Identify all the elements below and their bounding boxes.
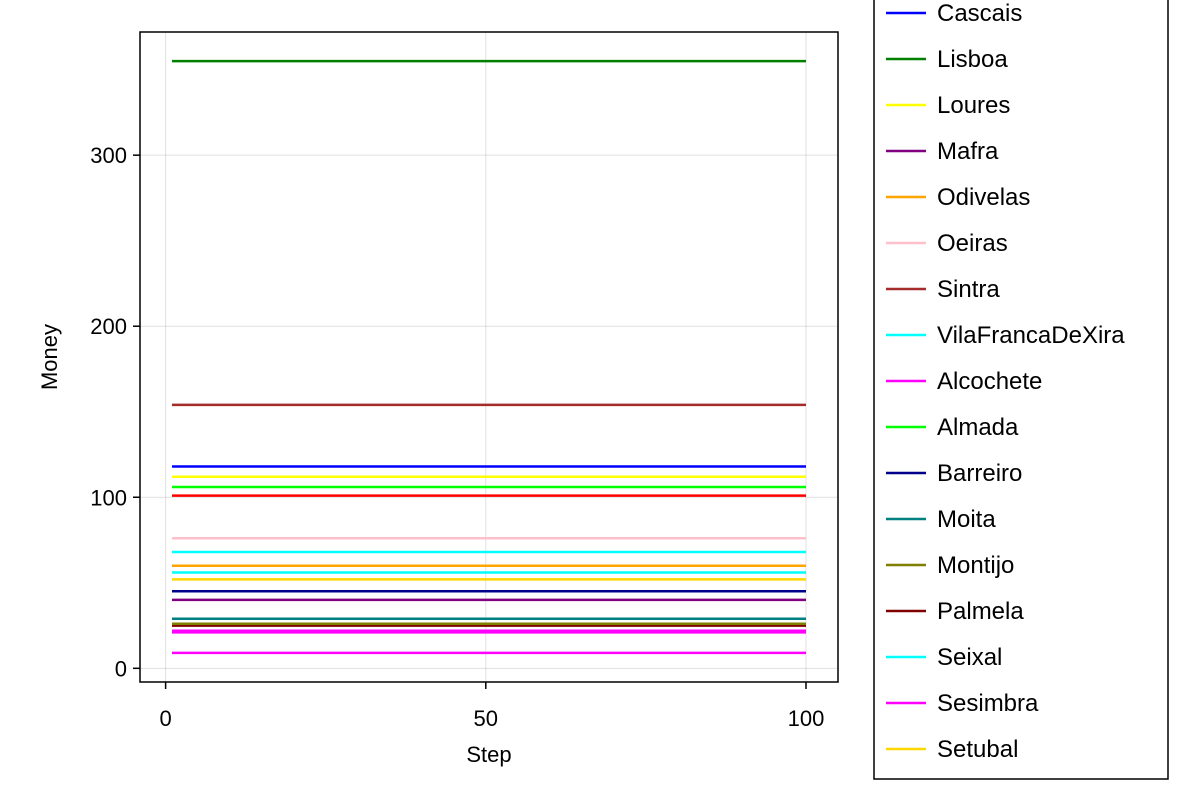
legend-label: Odivelas (937, 184, 1030, 211)
legend-box (873, 0, 1169, 780)
grid (140, 32, 838, 682)
x-tick-label: 50 (474, 706, 498, 731)
x-axis-title: Step (466, 742, 511, 767)
legend-label: Sesimbra (937, 690, 1039, 717)
legend: Cascais Lisboa Loures Mafra Odivelas Oeiras Si… (873, 0, 1169, 780)
legend-label: Lisboa (937, 46, 1008, 73)
y-tick-label: 200 (90, 314, 127, 339)
y-tick-label: 100 (90, 485, 127, 510)
legend-label: Seixal (937, 644, 1002, 671)
legend-label: VilaFrancaDeXira (937, 322, 1125, 349)
legend-label: Alcochete (937, 368, 1042, 395)
legend-label: Barreiro (937, 460, 1022, 487)
legend-label: Montijo (937, 552, 1014, 579)
legend-label: Cascais (937, 0, 1022, 27)
y-axis-title: Money (37, 324, 62, 390)
legend-label: Setubal (937, 736, 1018, 763)
legend-label: Sintra (937, 276, 1000, 303)
y-tick-label: 300 (90, 143, 127, 168)
legend-label: Loures (937, 92, 1010, 119)
x-tick-label: 100 (788, 706, 825, 731)
axis-ticks: 0 50 100 0 100 200 300 (90, 143, 824, 731)
x-tick-label: 0 (159, 706, 171, 731)
legend-label: Moita (937, 506, 996, 533)
legend-label: Almada (937, 414, 1019, 441)
legend-label: Oeiras (937, 230, 1008, 257)
y-tick-label: 0 (115, 656, 127, 681)
plot-frame (139, 31, 839, 683)
series-lines (172, 59, 806, 655)
legend-label: Mafra (937, 138, 999, 165)
legend-label: Palmela (937, 598, 1024, 625)
legend-entries: Cascais Lisboa Loures Mafra Odivelas Oeiras Si… (886, 0, 1125, 763)
